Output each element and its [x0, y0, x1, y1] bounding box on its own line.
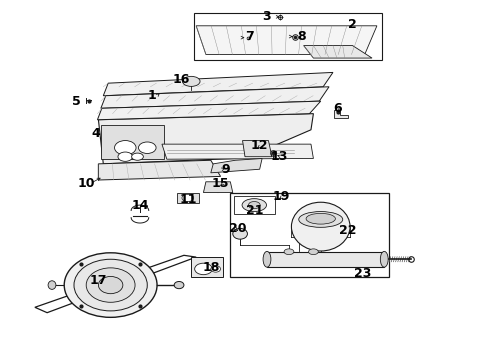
Ellipse shape: [132, 153, 144, 160]
Polygon shape: [162, 144, 314, 159]
Ellipse shape: [248, 202, 260, 209]
Text: 21: 21: [246, 204, 264, 217]
Polygon shape: [267, 252, 384, 267]
Text: 10: 10: [77, 177, 95, 190]
Polygon shape: [98, 114, 314, 164]
Ellipse shape: [86, 268, 135, 302]
Ellipse shape: [380, 251, 388, 267]
Ellipse shape: [309, 249, 318, 255]
Ellipse shape: [48, 281, 56, 289]
Text: 14: 14: [131, 199, 148, 212]
Bar: [234, 196, 275, 214]
Bar: [101, 125, 164, 159]
Bar: [194, 13, 382, 60]
Polygon shape: [243, 140, 272, 157]
Text: 15: 15: [212, 177, 229, 190]
Polygon shape: [101, 87, 329, 108]
Text: 11: 11: [180, 193, 197, 206]
Ellipse shape: [211, 266, 220, 272]
Text: 17: 17: [90, 274, 107, 287]
Text: 1: 1: [148, 89, 156, 102]
Text: 2: 2: [348, 18, 357, 31]
Ellipse shape: [263, 251, 271, 267]
Polygon shape: [211, 158, 262, 173]
Text: 19: 19: [273, 190, 291, 203]
Polygon shape: [103, 72, 333, 96]
Ellipse shape: [292, 202, 350, 251]
Text: 4: 4: [92, 127, 100, 140]
Text: 6: 6: [334, 102, 342, 115]
Text: 18: 18: [202, 261, 220, 274]
Polygon shape: [334, 110, 347, 118]
Polygon shape: [196, 26, 377, 54]
Bar: [191, 257, 223, 277]
Text: 22: 22: [339, 224, 356, 237]
Polygon shape: [203, 182, 233, 193]
Ellipse shape: [98, 276, 123, 294]
Ellipse shape: [118, 152, 133, 161]
Text: 5: 5: [72, 95, 81, 108]
Ellipse shape: [306, 213, 335, 224]
Ellipse shape: [115, 140, 136, 155]
Ellipse shape: [64, 253, 157, 318]
Text: 23: 23: [354, 267, 371, 280]
Ellipse shape: [74, 259, 147, 311]
Bar: [176, 193, 198, 203]
Polygon shape: [304, 45, 372, 58]
Text: 12: 12: [251, 139, 269, 152]
Text: 13: 13: [270, 150, 288, 163]
Polygon shape: [98, 101, 321, 120]
Ellipse shape: [299, 212, 343, 227]
Ellipse shape: [139, 142, 156, 153]
Ellipse shape: [195, 263, 212, 275]
Text: 9: 9: [221, 163, 230, 176]
Ellipse shape: [284, 249, 294, 255]
Ellipse shape: [242, 199, 267, 212]
Ellipse shape: [182, 194, 194, 202]
Text: 3: 3: [263, 10, 271, 23]
Text: 8: 8: [297, 30, 305, 43]
Polygon shape: [98, 160, 220, 180]
Bar: [230, 193, 389, 277]
Ellipse shape: [174, 282, 184, 289]
Text: 20: 20: [229, 222, 246, 235]
Ellipse shape: [233, 228, 247, 239]
Text: 7: 7: [245, 30, 254, 43]
Ellipse shape: [182, 76, 200, 86]
Text: 16: 16: [173, 73, 190, 86]
